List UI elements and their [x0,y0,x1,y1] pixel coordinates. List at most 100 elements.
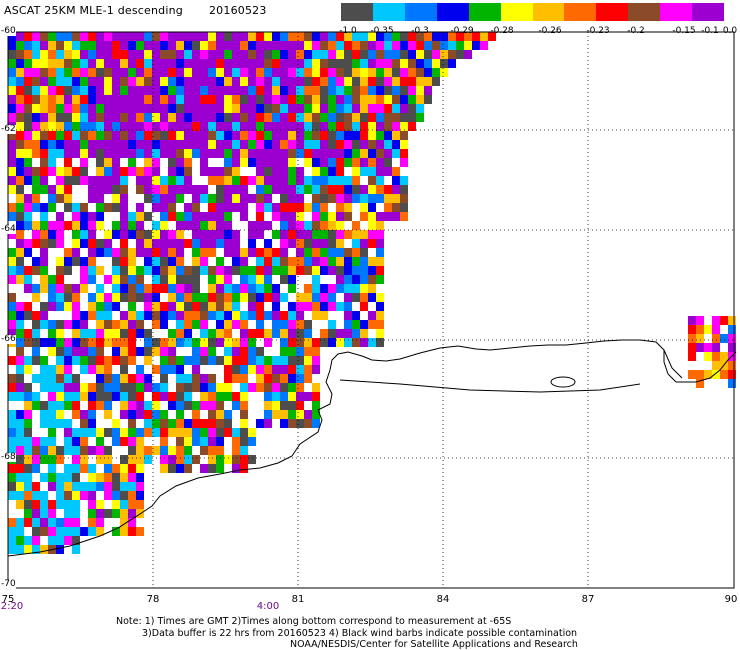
data-cell [712,334,720,343]
data-cell [80,50,88,59]
data-cell [32,545,40,554]
data-cell [192,383,200,392]
data-cell [280,383,288,392]
data-cell [432,32,440,41]
data-cell [128,95,136,104]
data-cell [168,32,176,41]
data-cell [208,131,216,140]
data-cell [160,149,168,158]
data-cell [192,212,200,221]
data-cell [424,41,432,50]
data-cell [176,338,184,347]
data-cell [280,176,288,185]
data-cell [48,383,56,392]
data-cell [72,77,80,86]
data-cell [248,266,256,275]
data-cell [184,419,192,428]
data-cell [320,185,328,194]
data-cell [176,284,184,293]
data-cell [312,95,320,104]
data-cell [8,383,16,392]
data-cell [208,347,216,356]
data-cell [200,266,208,275]
data-cell [296,194,304,203]
data-cell [296,392,304,401]
data-cell [112,248,120,257]
data-cell [280,275,288,284]
data-cell [8,266,16,275]
data-cell [72,545,80,554]
data-cell [192,356,200,365]
data-cell [32,149,40,158]
data-cell [40,122,48,131]
data-cells [8,32,736,554]
data-cell [56,383,64,392]
data-cell [80,311,88,320]
data-cell [184,203,192,212]
data-cell [200,131,208,140]
data-cell [152,410,160,419]
data-cell [696,343,704,352]
data-cell [32,185,40,194]
data-cell [312,356,320,365]
data-cell [104,167,112,176]
data-cell [56,41,64,50]
data-cell [704,325,712,334]
data-cell [152,248,160,257]
data-cell [400,194,408,203]
data-cell [64,122,72,131]
data-cell [216,32,224,41]
data-cell [352,293,360,302]
data-cell [152,86,160,95]
data-cell [344,311,352,320]
data-cell [104,302,112,311]
data-cell [256,167,264,176]
data-cell [392,176,400,185]
data-cell [184,428,192,437]
data-cell [40,239,48,248]
data-cell [40,338,48,347]
data-cell [248,284,256,293]
data-cell [184,401,192,410]
data-cell [224,248,232,257]
data-cell [32,122,40,131]
data-cell [344,113,352,122]
data-cell [80,176,88,185]
data-cell [216,401,224,410]
data-cell [32,329,40,338]
data-cell [40,545,48,554]
data-cell [224,239,232,248]
data-cell [240,437,248,446]
data-cell [384,185,392,194]
data-cell [240,284,248,293]
data-cell [352,176,360,185]
data-cell [232,140,240,149]
data-cell [8,176,16,185]
data-cell [72,383,80,392]
data-cell [320,284,328,293]
data-cell [48,221,56,230]
data-cell [72,104,80,113]
data-cell [136,437,144,446]
data-cell [120,410,128,419]
data-cell [48,527,56,536]
data-cell [96,509,104,518]
data-cell [136,77,144,86]
data-cell [384,59,392,68]
data-cell [120,113,128,122]
data-cell [48,419,56,428]
data-cell [264,275,272,284]
data-cell [216,131,224,140]
data-cell [72,464,80,473]
data-cell [424,50,432,59]
data-cell [264,95,272,104]
data-cell [88,509,96,518]
data-cell [56,68,64,77]
data-cell [256,347,264,356]
data-cell [232,464,240,473]
data-cell [208,311,216,320]
data-cell [264,77,272,86]
data-cell [64,140,72,149]
data-cell [64,158,72,167]
data-cell [216,77,224,86]
